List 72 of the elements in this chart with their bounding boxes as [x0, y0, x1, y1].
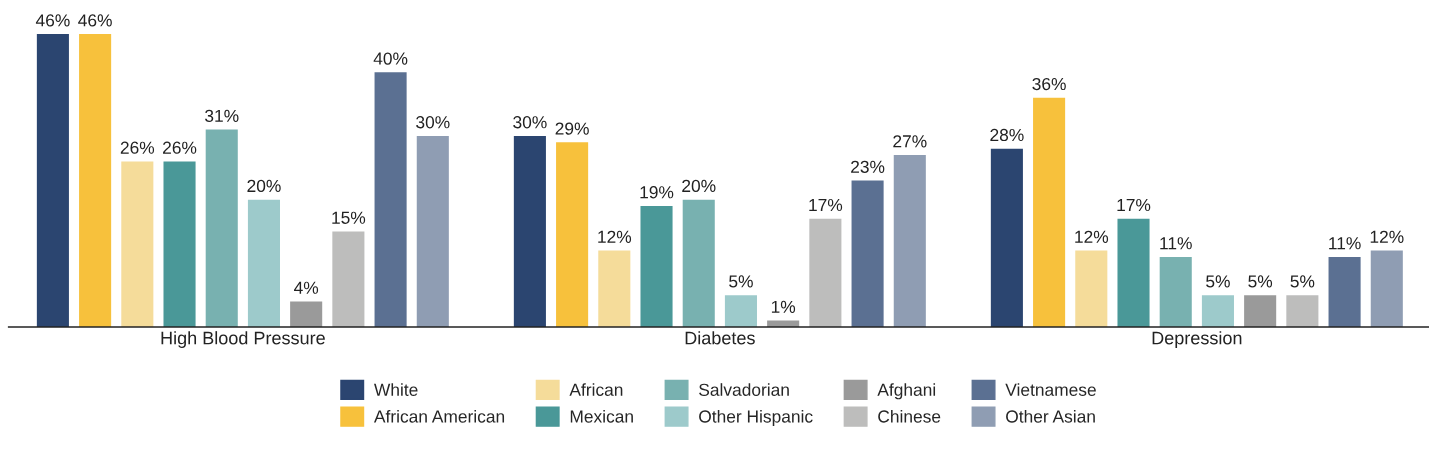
bar: [851, 180, 884, 327]
data-label: 17%: [809, 198, 843, 212]
data-label: 4%: [294, 281, 319, 294]
bar: [79, 34, 112, 327]
legend-label: Mexican: [570, 409, 633, 423]
data-label: 12%: [598, 230, 632, 243]
data-label: 20%: [682, 179, 716, 193]
data-label: 36%: [1032, 77, 1066, 91]
data-label: 12%: [1075, 230, 1109, 243]
bar: [556, 142, 589, 327]
bar: [374, 72, 407, 327]
bar: [1244, 295, 1277, 327]
data-label: 20%: [247, 179, 281, 193]
bar: [1117, 218, 1150, 327]
bar: [1075, 250, 1108, 327]
x-tick-label: Diabetes: [685, 331, 755, 345]
legend-label: Salvadorian: [699, 383, 789, 396]
bar: [205, 129, 238, 327]
data-label: 5%: [1290, 275, 1315, 288]
bar: [513, 135, 546, 327]
data-label: 30%: [416, 116, 450, 129]
data-label: 31%: [205, 109, 239, 123]
bar: [290, 301, 323, 327]
legend-label: White: [374, 383, 418, 396]
bar: [416, 135, 449, 327]
bar: [990, 148, 1023, 327]
data-label: 28%: [990, 128, 1024, 142]
bar: [1201, 295, 1234, 327]
bar: [724, 295, 757, 327]
bar: [598, 250, 631, 327]
bar: [163, 161, 196, 327]
data-label: 46%: [35, 14, 70, 27]
data-label: 27%: [893, 135, 927, 148]
data-label: 15%: [332, 211, 366, 224]
data-label: 1%: [771, 300, 796, 313]
bar: [682, 199, 715, 327]
legend-label: Chinese: [878, 409, 941, 423]
bar: [1033, 97, 1066, 327]
data-label: 29%: [555, 122, 589, 135]
data-label: 12%: [1370, 230, 1404, 243]
data-label: 40%: [373, 52, 408, 65]
data-label: 11%: [1160, 237, 1192, 250]
data-label: 26%: [120, 141, 155, 154]
bar: [640, 206, 673, 327]
legend-label: African: [569, 383, 623, 396]
bar: [1286, 295, 1319, 327]
bar: [1370, 250, 1403, 327]
bar: [893, 155, 926, 327]
bar: [36, 34, 69, 327]
data-label: 5%: [729, 275, 753, 288]
legend-label: Other Asian: [1006, 409, 1095, 423]
data-label: 11%: [1329, 237, 1361, 250]
bar: [1328, 256, 1361, 327]
data-label: 46%: [78, 14, 112, 27]
bar: [332, 231, 365, 327]
data-label: 19%: [640, 186, 674, 199]
legend-label: African American: [373, 409, 505, 423]
data-label: 5%: [1206, 275, 1230, 288]
bar: [247, 199, 280, 327]
legend-label: Other Hispanic: [699, 409, 813, 427]
bar: [1159, 256, 1192, 327]
data-label: 5%: [1248, 275, 1273, 288]
legend-label: Afghani: [877, 383, 936, 400]
x-tick-label: High Blood Pressure: [161, 331, 325, 348]
bar: [809, 218, 842, 327]
data-label: 17%: [1117, 198, 1151, 212]
bar: [121, 161, 154, 327]
legend-label: Vietnamese: [1005, 383, 1096, 396]
x-tick-label: Depression: [1152, 331, 1242, 348]
data-label: 30%: [513, 116, 547, 129]
data-label: 26%: [163, 141, 197, 154]
data-label: 23%: [851, 160, 885, 173]
